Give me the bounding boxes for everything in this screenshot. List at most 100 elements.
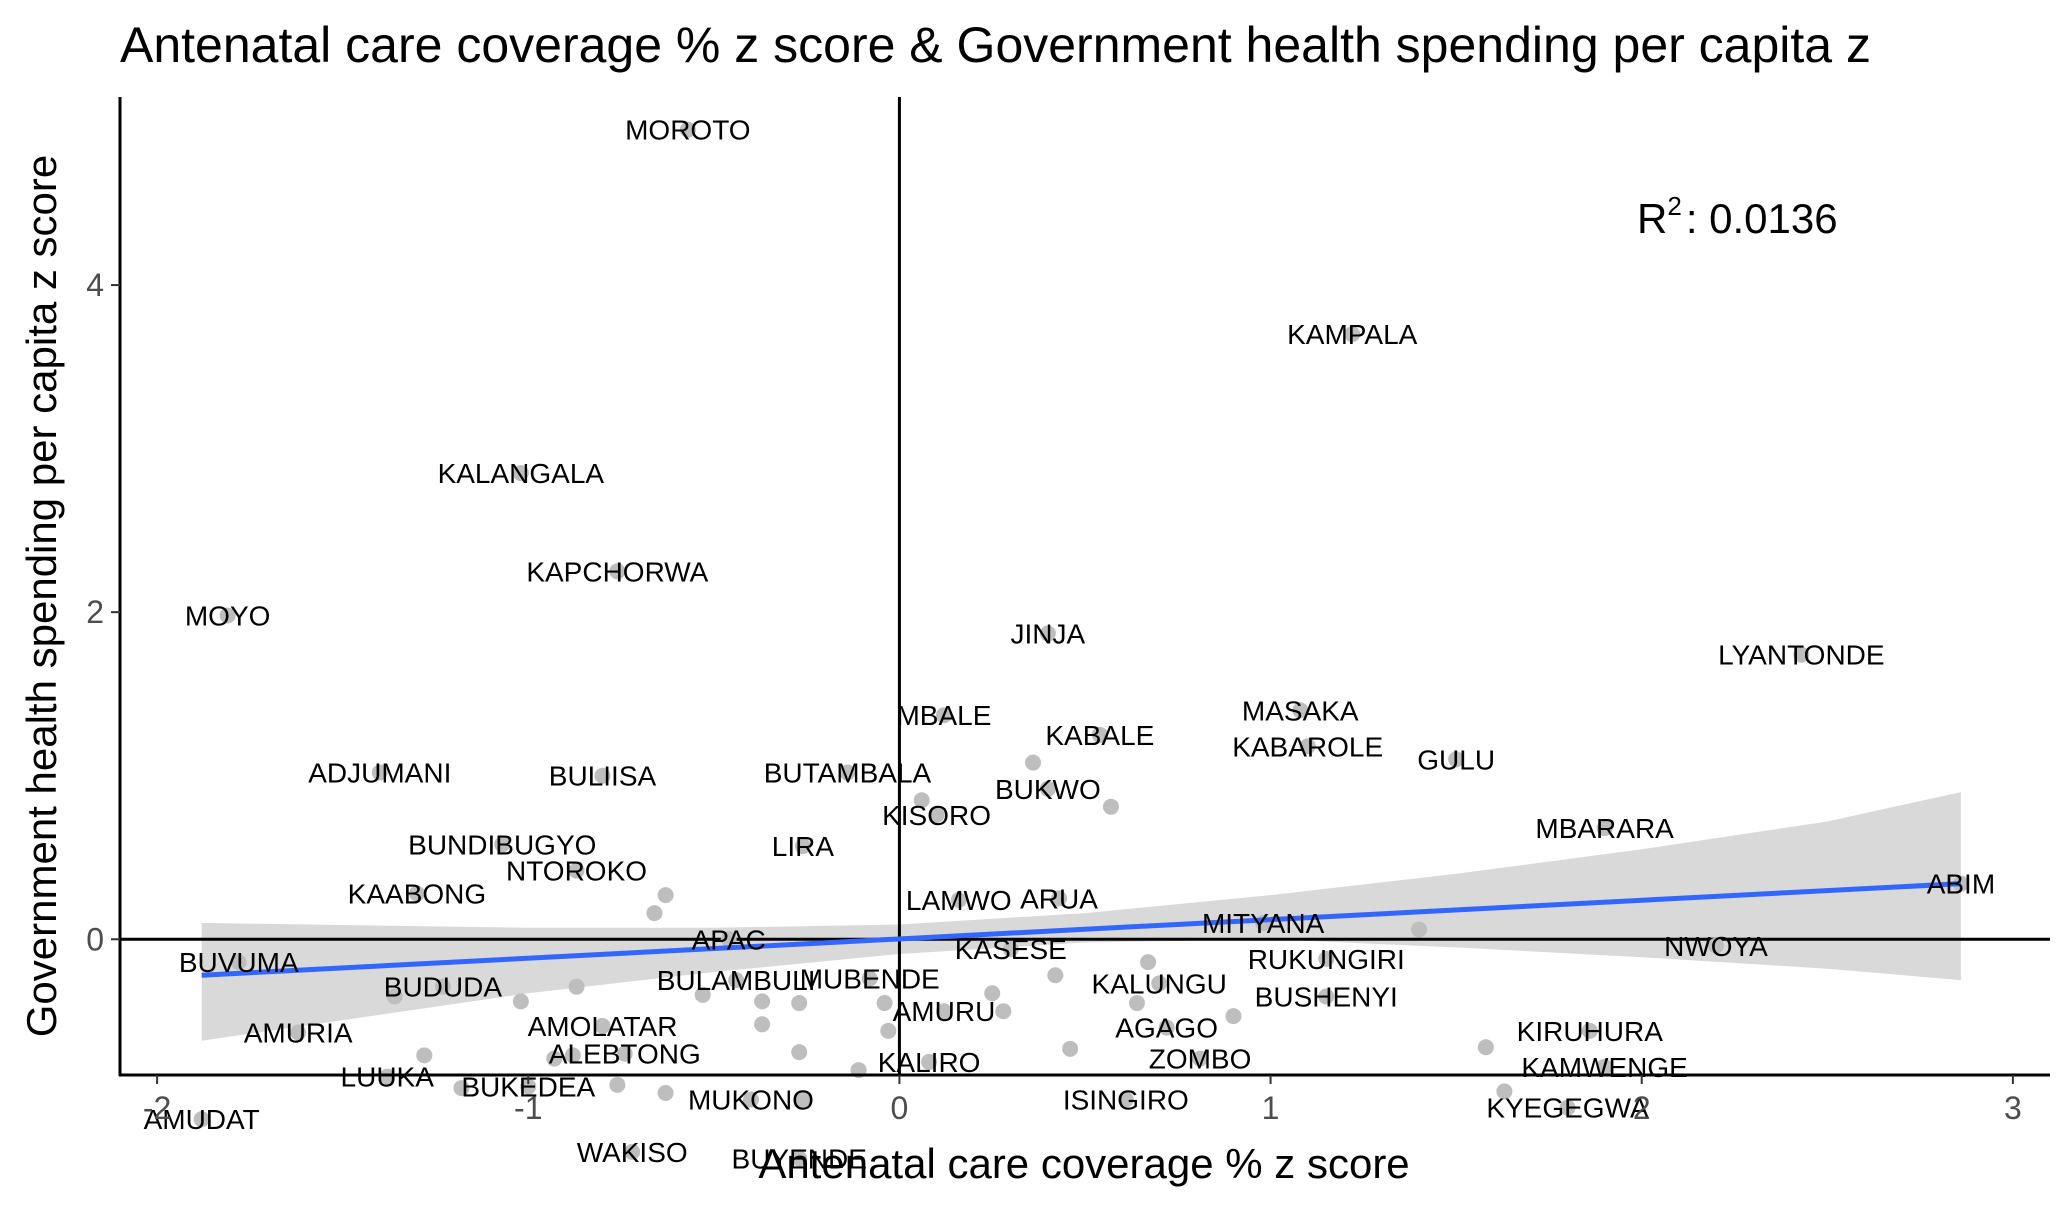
- point-label: AMURU: [893, 996, 996, 1027]
- data-point: [1039, 625, 1056, 642]
- data-point: [564, 1047, 581, 1064]
- point-label: AMUDAT: [144, 1104, 260, 1135]
- data-point: [791, 995, 808, 1012]
- data-point: [193, 1111, 210, 1128]
- data-point: [791, 1044, 808, 1061]
- data-point: [1158, 1019, 1175, 1036]
- data-point: [624, 1143, 641, 1160]
- data-point: [1102, 798, 1119, 815]
- point-label: WAKISO: [577, 1137, 688, 1168]
- data-point: [728, 972, 745, 989]
- data-point: [1140, 954, 1157, 971]
- point-label: APAC: [692, 924, 766, 955]
- x-tick-label: 0: [891, 1090, 909, 1126]
- point-label: LYANTONDE: [1718, 640, 1884, 671]
- fit-line-layer: [201, 881, 1962, 978]
- data-point: [1062, 1040, 1079, 1057]
- point-label: LUUKA: [341, 1062, 435, 1093]
- point-label: KISORO: [882, 800, 991, 831]
- data-point: [1496, 1083, 1513, 1100]
- data-point: [1318, 988, 1335, 1005]
- r-squared-value: : 0.0136: [1686, 195, 1838, 242]
- data-point: [609, 563, 626, 580]
- data-point: [935, 707, 952, 724]
- data-point: [1581, 1022, 1598, 1039]
- data-point: [1039, 780, 1056, 797]
- data-point: [694, 986, 711, 1003]
- data-point: [1411, 921, 1428, 938]
- point-label: ARUA: [1020, 883, 1098, 914]
- data-point: [1002, 941, 1019, 958]
- point-label: NWOYA: [1664, 931, 1768, 962]
- data-point: [230, 954, 247, 971]
- data-point: [1559, 1099, 1576, 1116]
- x-tick-label: -2: [143, 1090, 171, 1126]
- data-point: [371, 764, 388, 781]
- data-point: [1477, 1039, 1494, 1056]
- data-point: [1051, 890, 1068, 907]
- data-point: [794, 838, 811, 855]
- point-label: MBALE: [896, 700, 991, 731]
- y-tick-label: 4: [86, 267, 104, 303]
- data-point: [1025, 754, 1042, 771]
- point-label: MUKONO: [688, 1085, 814, 1116]
- point-label: ABIM: [1927, 869, 1995, 900]
- data-point: [512, 993, 529, 1010]
- point-label: KASESE: [955, 934, 1067, 965]
- point-label: ADJUMANI: [308, 757, 451, 788]
- data-point: [1128, 995, 1145, 1012]
- data-point: [1448, 751, 1465, 768]
- point-label: ISINGIRO: [1063, 1085, 1189, 1116]
- point-label: KALANGALA: [438, 458, 605, 489]
- point-label: KIRUHURA: [1517, 1016, 1664, 1047]
- point-label: BUYENDE: [732, 1143, 867, 1174]
- data-point: [290, 1024, 307, 1041]
- point-label: MOROTO: [625, 115, 750, 146]
- data-point: [379, 1068, 396, 1085]
- data-point: [568, 862, 585, 879]
- data-point: [434, 978, 451, 995]
- data-point: [609, 1076, 626, 1093]
- point-label: BUSHENYI: [1255, 981, 1398, 1012]
- data-point: [1299, 738, 1316, 755]
- data-point: [754, 993, 771, 1010]
- data-point: [720, 931, 737, 948]
- data-point: [861, 970, 878, 987]
- point-label: KALIRO: [878, 1047, 981, 1078]
- point-label: KABALE: [1045, 720, 1154, 751]
- point-label: KAMPALA: [1287, 319, 1418, 350]
- data-point: [546, 1050, 563, 1067]
- data-point: [646, 905, 663, 922]
- x-tick-label: 2: [1633, 1090, 1651, 1126]
- point-label: KYEGEGWA: [1486, 1093, 1649, 1124]
- point-label: ALEBTONG: [549, 1039, 701, 1070]
- point-label: MITYANA: [1202, 908, 1325, 939]
- data-point: [754, 1016, 771, 1033]
- point-label: AMOLATAR: [528, 1011, 678, 1042]
- y-tick-label: 2: [86, 594, 104, 630]
- data-point: [1151, 975, 1168, 992]
- point-label: BUDUDA: [384, 972, 503, 1003]
- data-point: [219, 607, 236, 624]
- data-point: [1047, 967, 1064, 984]
- point-label: KAMWENGE: [1521, 1052, 1687, 1083]
- data-point: [880, 1022, 897, 1039]
- data-point: [386, 988, 403, 1005]
- point-label: MASAKA: [1242, 695, 1359, 726]
- point-label: BUKWO: [995, 774, 1101, 805]
- x-tick-label: 1: [1262, 1090, 1280, 1126]
- x-tick-label: 3: [2004, 1090, 2022, 1126]
- point-label: MOYO: [185, 600, 271, 631]
- data-point: [1117, 1091, 1134, 1108]
- x-axis-title: Antenatal care coverage % z score: [758, 1140, 1409, 1187]
- point-label: BUNDIBUGYO: [408, 829, 596, 860]
- data-point: [1292, 702, 1309, 719]
- point-label: AGAGO: [1115, 1013, 1218, 1044]
- data-point: [1793, 646, 1810, 663]
- point-label: BUTAMBALA: [764, 757, 932, 788]
- r-squared-symbol: R: [1637, 195, 1667, 242]
- point-label: KAABONG: [348, 878, 486, 909]
- data-point: [742, 1091, 759, 1108]
- data-point: [657, 1084, 674, 1101]
